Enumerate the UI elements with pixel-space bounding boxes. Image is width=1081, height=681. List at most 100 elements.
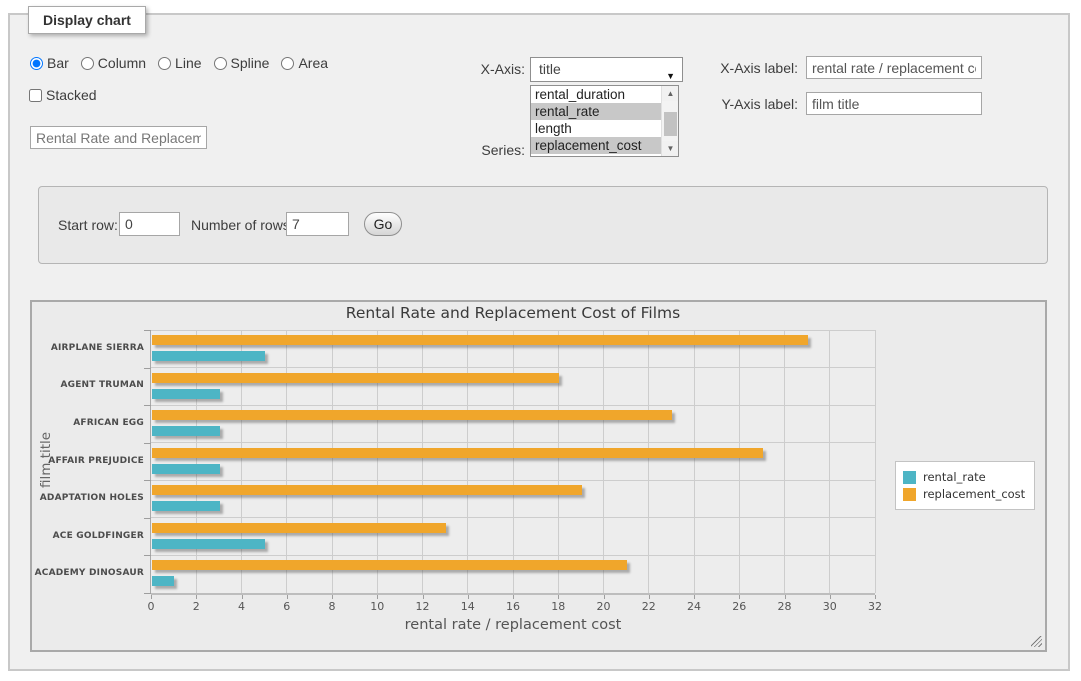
chart-type-radio[interactable]	[30, 57, 43, 70]
bar-rental_rate	[152, 576, 174, 586]
stacked-label: Stacked	[46, 87, 97, 103]
x-axis-select-label: X-Axis:	[430, 61, 525, 77]
series-option[interactable]: replacement_cost	[531, 137, 662, 154]
x-tick-label: 12	[408, 600, 438, 613]
series-option[interactable]: rental_rate	[531, 103, 662, 120]
gridline-v	[467, 330, 468, 593]
chart-type-radio[interactable]	[214, 57, 227, 70]
x-axis-label-input[interactable]	[806, 56, 982, 79]
legend-item[interactable]: replacement_cost	[903, 487, 1025, 501]
x-axis-selected-value: title	[539, 61, 561, 77]
chart-title-input[interactable]	[30, 126, 207, 149]
y-tick	[144, 368, 151, 369]
series-listbox-options: rental_durationrental_ratelengthreplacem…	[531, 86, 678, 154]
x-tick	[377, 595, 378, 599]
chart-type-radio[interactable]	[281, 57, 294, 70]
num-rows-input[interactable]	[286, 212, 349, 236]
chart-type-label: Bar	[47, 55, 69, 71]
stacked-checkbox[interactable]	[29, 89, 42, 102]
x-tick-label: 24	[679, 600, 709, 613]
plot-area	[151, 330, 875, 593]
gridline-v	[603, 330, 604, 593]
y-tick	[144, 330, 151, 331]
x-tick-label: 18	[543, 600, 573, 613]
x-tick	[196, 595, 197, 599]
x-tick-label: 20	[589, 600, 619, 613]
y-tick	[144, 518, 151, 519]
chart-title: Rental Rate and Replacement Cost of Film…	[151, 304, 875, 322]
gridline-v	[286, 330, 287, 593]
chart-type-label: Column	[98, 55, 146, 71]
y-axis-line	[150, 330, 151, 594]
fieldset-legend: Display chart	[28, 6, 146, 34]
gridline-h	[151, 367, 875, 368]
start-row-input[interactable]	[119, 212, 180, 236]
stacked-option[interactable]: Stacked	[29, 87, 97, 103]
series-listbox[interactable]: rental_durationrental_ratelengthreplacem…	[530, 85, 679, 157]
gridline-h	[151, 517, 875, 518]
chart-legend: rental_rate replacement_cost	[895, 461, 1035, 510]
x-tick	[468, 595, 469, 599]
chart-type-option[interactable]: Line	[158, 55, 201, 71]
resize-handle-icon[interactable]	[1031, 636, 1042, 647]
x-tick	[151, 595, 152, 599]
x-tick-label: 26	[724, 600, 754, 613]
chart-type-radio[interactable]	[158, 57, 171, 70]
series-label: Series:	[430, 142, 525, 158]
x-tick-label: 28	[770, 600, 800, 613]
gridline-h	[151, 480, 875, 481]
go-button[interactable]: Go	[364, 212, 402, 236]
gridline-h	[151, 330, 875, 331]
x-tick	[332, 595, 333, 599]
bar-rental_rate	[152, 501, 220, 511]
scroll-up-icon[interactable]: ▲	[662, 86, 679, 101]
y-axis-label-caption: Y-Axis label:	[698, 96, 798, 112]
gridline-v	[196, 330, 197, 593]
legend-item[interactable]: rental_rate	[903, 470, 1025, 484]
chart-type-label: Line	[175, 55, 201, 71]
chart-type-radio[interactable]	[81, 57, 94, 70]
stacked-row: Stacked	[29, 87, 97, 103]
x-tick-label: 14	[453, 600, 483, 613]
x-axis-label-caption: X-Axis label:	[698, 60, 798, 76]
legend-swatch	[903, 471, 916, 484]
chart-type-option[interactable]: Area	[281, 55, 328, 71]
series-option[interactable]: length	[531, 120, 662, 137]
bar-replacement_cost	[152, 335, 808, 345]
gridline-h	[151, 555, 875, 556]
category-label: ACE GOLDFINGER	[32, 531, 144, 541]
x-tick-label: 32	[860, 600, 890, 613]
x-tick	[694, 595, 695, 599]
scroll-down-icon[interactable]: ▼	[662, 141, 679, 156]
chart-type-label: Spline	[231, 55, 270, 71]
y-tick	[144, 555, 151, 556]
gridline-v	[739, 330, 740, 593]
y-tick	[144, 405, 151, 406]
series-scrollbar[interactable]: ▲ ▼	[661, 86, 678, 156]
legend-label: replacement_cost	[923, 487, 1025, 501]
x-tick	[830, 595, 831, 599]
num-rows-label: Number of rows:	[191, 217, 294, 233]
x-tick	[604, 595, 605, 599]
legend-swatch	[903, 488, 916, 501]
x-tick	[287, 595, 288, 599]
chart-type-option[interactable]: Column	[81, 55, 146, 71]
chart-type-radios: Bar Column Line Spline Area	[30, 55, 328, 71]
bar-replacement_cost	[152, 523, 446, 533]
x-axis-select[interactable]: title ▼	[530, 57, 683, 82]
scrollbar-thumb[interactable]	[664, 112, 677, 136]
x-tick-label: 4	[227, 600, 257, 613]
chart-type-option[interactable]: Spline	[214, 55, 270, 71]
y-axis-label-input[interactable]	[806, 92, 982, 115]
category-label: ACADEMY DINOSAUR	[32, 568, 144, 578]
x-tick	[423, 595, 424, 599]
bar-rental_rate	[152, 426, 220, 436]
x-axis-title: rental rate / replacement cost	[363, 617, 663, 633]
gridline-h	[151, 405, 875, 406]
gridline-v	[422, 330, 423, 593]
gridline-v	[558, 330, 559, 593]
chart-type-option[interactable]: Bar	[30, 55, 69, 71]
y-axis-title: film title	[38, 410, 54, 510]
x-tick-label: 6	[272, 600, 302, 613]
series-option[interactable]: rental_duration	[531, 86, 662, 103]
